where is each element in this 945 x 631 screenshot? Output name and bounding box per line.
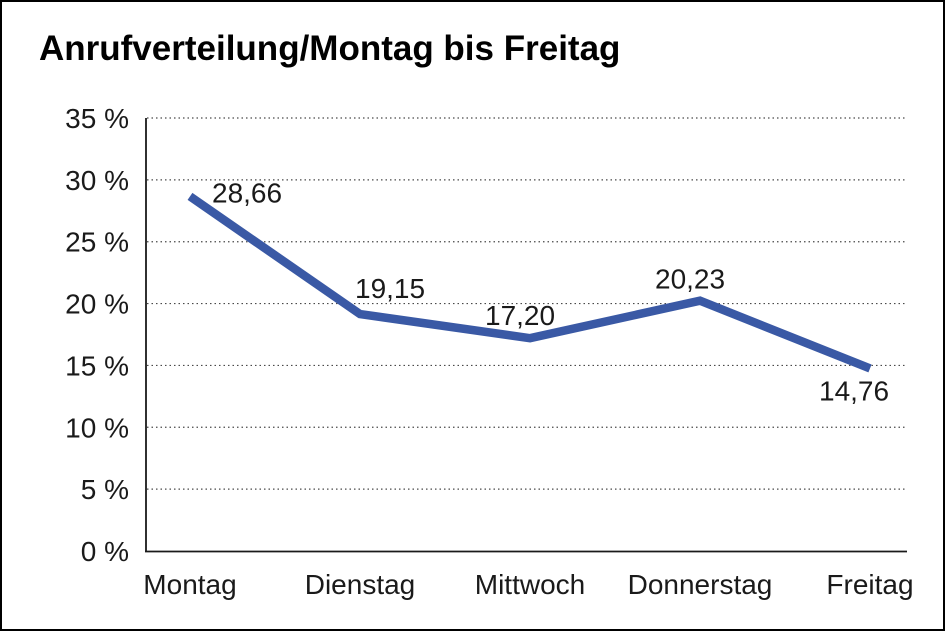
data-line: [187, 192, 872, 373]
x-axis-label: Donnerstag: [628, 569, 773, 600]
x-axis-label: Montag: [143, 569, 236, 600]
data-label: 17,20: [485, 300, 555, 331]
x-axis-label: Mittwoch: [475, 569, 585, 600]
y-tick-label: 35 %: [65, 103, 129, 134]
y-tick-label: 5 %: [81, 474, 129, 505]
y-tick-label: 15 %: [65, 350, 129, 381]
data-label: 28,66: [212, 177, 282, 208]
data-label: 20,23: [655, 264, 725, 295]
y-tick-label: 25 %: [65, 227, 129, 258]
x-axis-label: Freitag: [826, 569, 913, 600]
data-label: 14,76: [819, 375, 889, 406]
data-label: 19,15: [355, 273, 425, 304]
x-axis-label: Dienstag: [305, 569, 416, 600]
y-tick-label: 10 %: [65, 412, 129, 443]
y-tick-label: 30 %: [65, 165, 129, 196]
chart-title: Anrufverteilung/Montag bis Freitag: [39, 29, 621, 68]
y-tick-label: 20 %: [65, 289, 129, 320]
y-tick-label: 0 %: [81, 536, 129, 567]
